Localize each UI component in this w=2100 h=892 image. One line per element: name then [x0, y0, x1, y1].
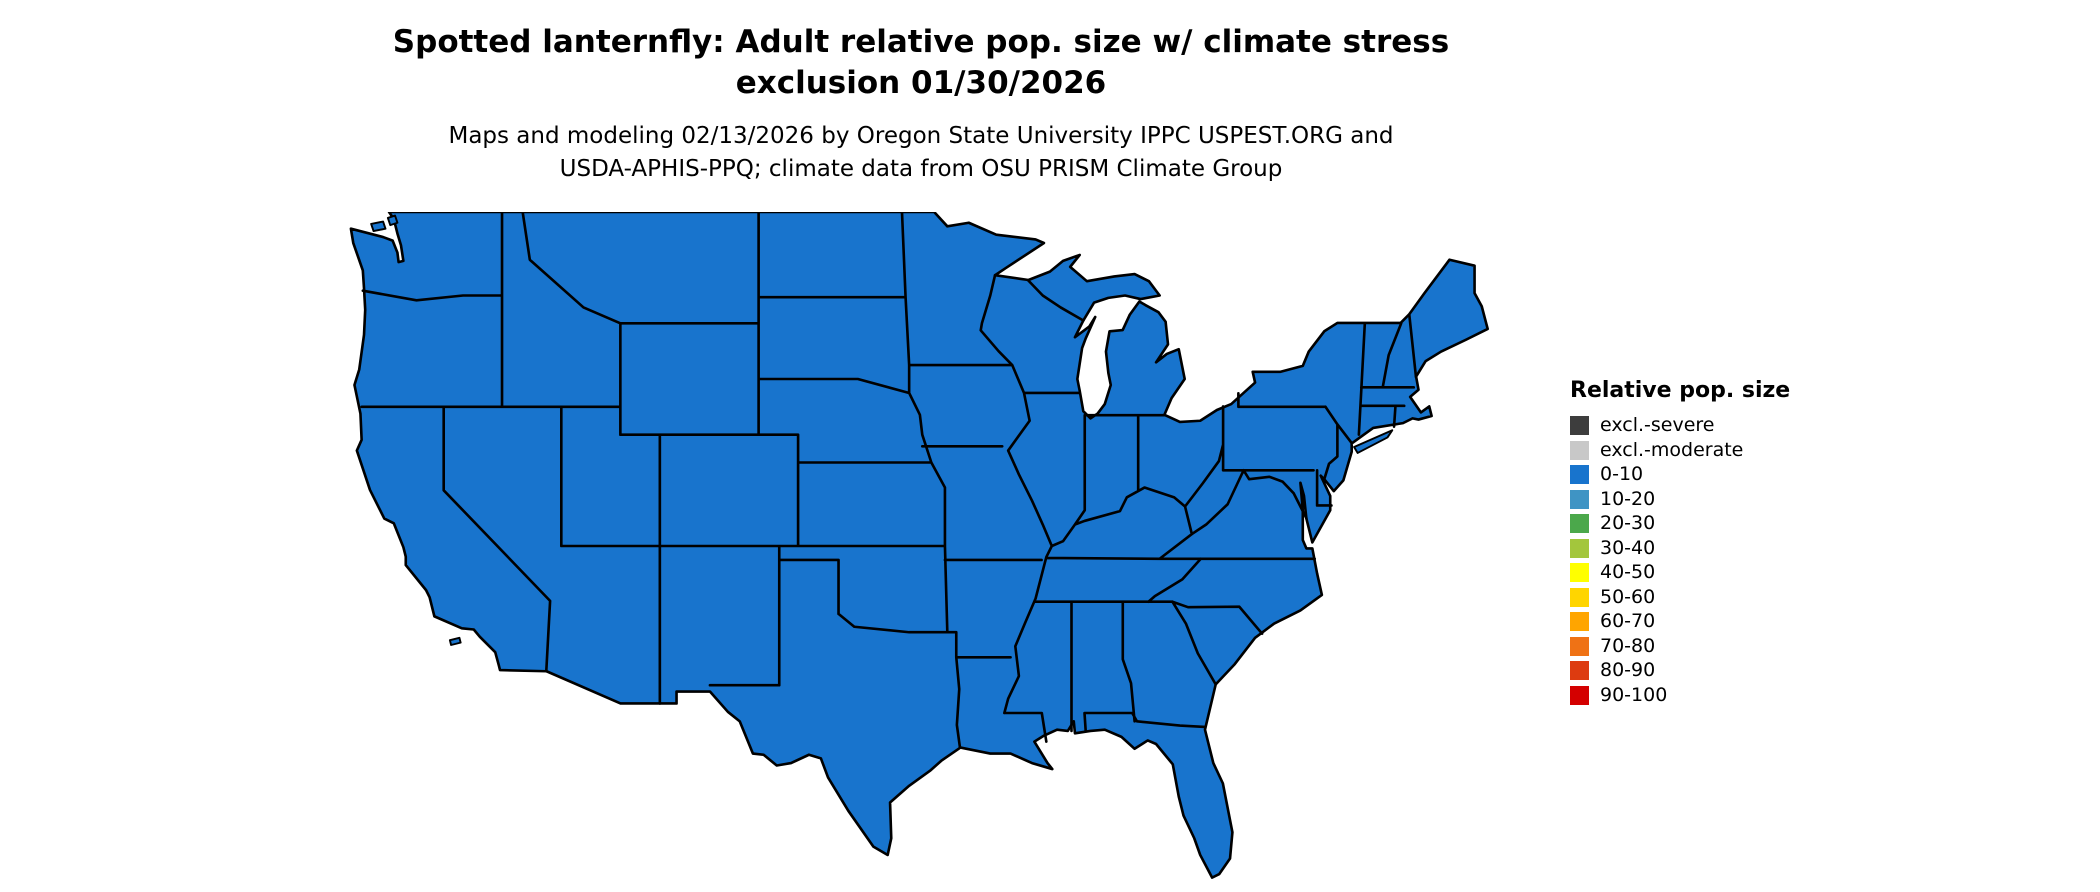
subtitle-line-2: USDA-APHIS-PPQ; climate data from OSU PR…: [559, 156, 1283, 182]
legend-label: 10-20: [1600, 487, 1656, 510]
legend-item: 80-90: [1570, 661, 1900, 680]
legend-item: 0-10: [1570, 465, 1900, 484]
legend-swatch: [1570, 465, 1589, 484]
legend-label: excl.-moderate: [1600, 438, 1744, 461]
legend-swatch: [1570, 440, 1589, 460]
legend-swatch: [1570, 416, 1589, 435]
legend-label: 40-50: [1600, 561, 1656, 583]
title-line-2: exclusion 01/30/2026: [735, 65, 1107, 101]
legend-item: excl.-severe: [1570, 416, 1900, 435]
legend-label: 0-10: [1600, 463, 1644, 485]
legend-item: 90-100: [1570, 683, 1900, 706]
legend-item: 10-20: [1570, 487, 1900, 510]
legend-item: excl.-moderate: [1570, 438, 1900, 461]
legend-swatch: [1570, 489, 1589, 509]
legend-items: excl.-severe excl.-moderate 0-10 10-20 20-30…: [1570, 416, 1900, 705]
subtitle-line-1: Maps and modeling 02/13/2026 by Oregon S…: [448, 123, 1394, 149]
coastal-islands: [370, 214, 1394, 892]
page-title: Spotted lanternfly: Adult relative pop. …: [0, 22, 1842, 104]
legend-swatch: [1570, 685, 1589, 705]
legend-label: excl.-severe: [1600, 414, 1715, 436]
legend-swatch: [1570, 612, 1589, 631]
legend-swatch: [1570, 514, 1589, 533]
legend-item: 60-70: [1570, 612, 1900, 631]
legend-label: 20-30: [1600, 512, 1656, 534]
legend-swatch: [1570, 661, 1589, 680]
legend-item: 70-80: [1570, 634, 1900, 657]
map-header: Spotted lanternfly: Adult relative pop. …: [0, 22, 1842, 186]
legend-label: 70-80: [1600, 634, 1656, 657]
legend-swatch: [1570, 587, 1589, 607]
us-map: [349, 210, 1489, 892]
us-map-container: [300, 210, 1535, 892]
legend-item: 20-30: [1570, 514, 1900, 533]
legend-item: 40-50: [1570, 563, 1900, 582]
legend-swatch: [1570, 538, 1589, 558]
title-line-1: Spotted lanternfly: Adult relative pop. …: [392, 24, 1450, 60]
map-attribution: Maps and modeling 02/13/2026 by Oregon S…: [0, 120, 1842, 186]
legend-item: 30-40: [1570, 536, 1900, 559]
legend-label: 90-100: [1600, 683, 1668, 706]
legend: Relative pop. size excl.-severe excl.-mod…: [1570, 378, 1900, 710]
legend-title: Relative pop. size: [1570, 378, 1791, 403]
legend-label: 60-70: [1600, 610, 1656, 632]
legend-item: 50-60: [1570, 585, 1900, 608]
legend-label: 50-60: [1600, 585, 1656, 608]
legend-swatch: [1570, 563, 1589, 582]
legend-label: 80-90: [1600, 659, 1656, 681]
legend-swatch: [1570, 636, 1589, 656]
legend-label: 30-40: [1600, 536, 1656, 559]
state-borders: [360, 210, 1418, 749]
